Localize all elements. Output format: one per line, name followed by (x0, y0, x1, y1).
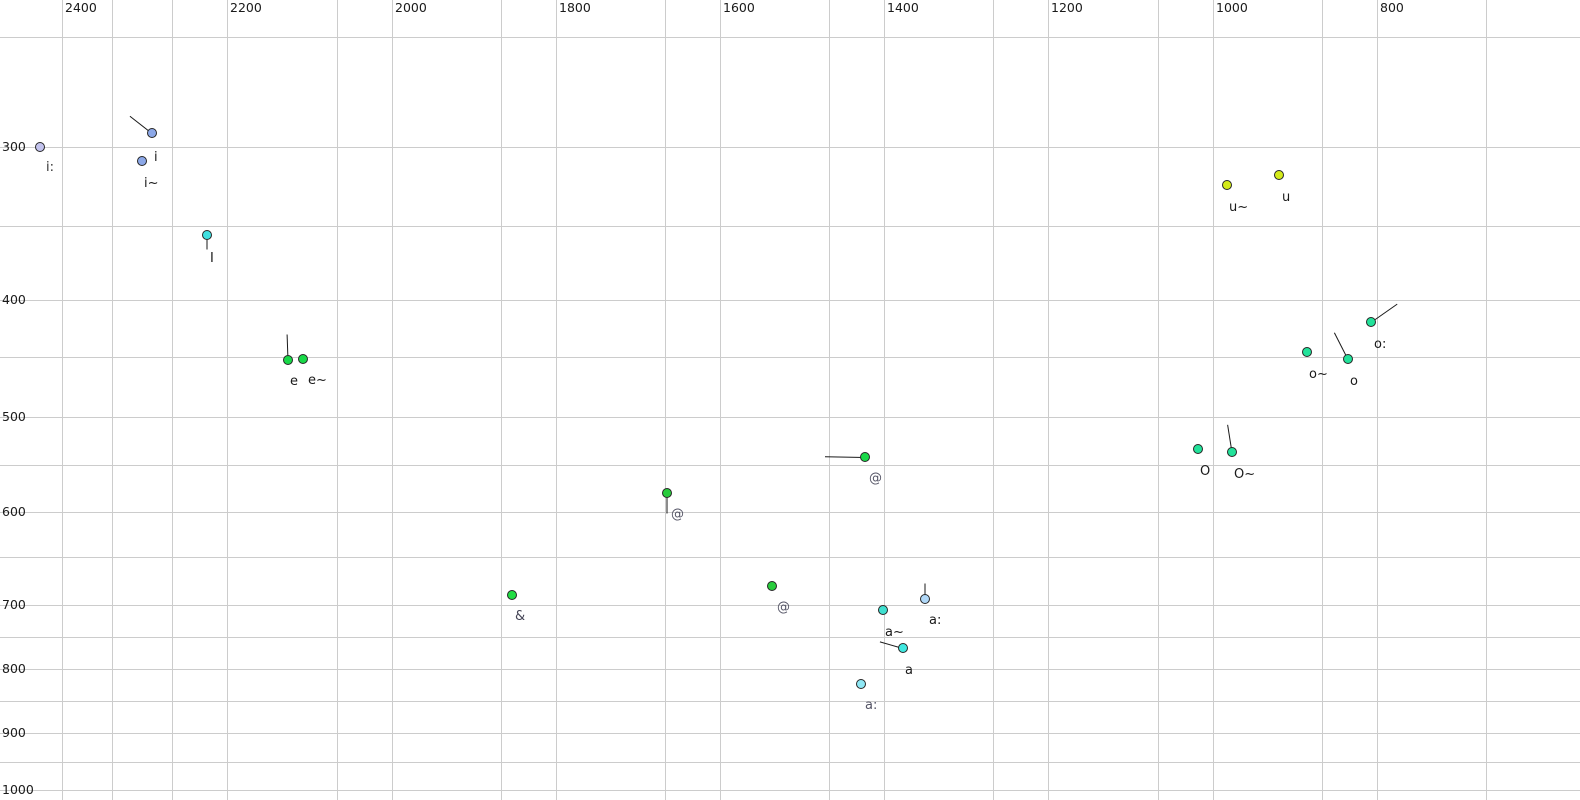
vowel-marker-a[interactable] (898, 643, 908, 653)
y-axis-tick-label: 700 (2, 597, 26, 612)
vowel-label: o~ (1309, 367, 1328, 382)
gridline-horizontal-major (0, 733, 1580, 734)
gridline-vertical-major (1048, 0, 1049, 800)
gridline-horizontal-minor (0, 637, 1580, 638)
gridline-vertical-major (1377, 0, 1378, 800)
vowel-label: O~ (1234, 467, 1256, 482)
gridline-horizontal-major (0, 669, 1580, 670)
vowel-label: i (154, 150, 158, 165)
vowel-marker-[interactable] (507, 590, 517, 600)
gridline-vertical-major (556, 0, 557, 800)
y-axis-tick-label: 900 (2, 725, 26, 740)
vowel-marker-[interactable] (662, 488, 672, 498)
vowel-marker-i[interactable] (137, 156, 147, 166)
vowel-label: o (1350, 374, 1358, 389)
gridline-horizontal-major (0, 300, 1580, 301)
gridline-vertical-major (1213, 0, 1214, 800)
x-axis-tick-label: 800 (1380, 0, 1404, 15)
y-axis-tick-label: 500 (2, 409, 26, 424)
vowel-label: I (210, 251, 214, 266)
gridline-horizontal-minor (0, 557, 1580, 558)
x-axis-tick-label: 1600 (723, 0, 755, 15)
vowel-label: e (290, 374, 298, 389)
vowel-label: @ (777, 600, 790, 615)
vowel-label: u~ (1229, 200, 1249, 215)
gridline-vertical-major (720, 0, 721, 800)
vowel-marker-o[interactable] (1343, 354, 1353, 364)
gridline-horizontal-minor (0, 37, 1580, 38)
gridline-horizontal-minor (0, 226, 1580, 227)
vowel-label: u (1282, 190, 1291, 205)
y-axis-tick-label: 800 (2, 661, 26, 676)
vowel-trajectory-line (824, 456, 866, 458)
gridline-horizontal-minor (0, 357, 1580, 358)
vowel-label: a~ (885, 625, 904, 640)
vowel-label: e~ (308, 373, 327, 388)
vowel-label: @ (671, 507, 684, 522)
vowel-marker-i[interactable] (35, 142, 45, 152)
gridline-vertical-minor (1486, 0, 1487, 800)
gridline-horizontal-major (0, 512, 1580, 513)
y-axis-tick-label: 600 (2, 504, 26, 519)
vowel-label: i: (46, 160, 54, 175)
vowel-marker-o[interactable] (1302, 347, 1312, 357)
gridline-vertical-major (392, 0, 393, 800)
vowel-marker-a[interactable] (920, 594, 930, 604)
x-axis-tick-label: 1000 (1216, 0, 1248, 15)
gridline-vertical-major (62, 0, 63, 800)
vowel-label: i~ (144, 176, 159, 191)
vowel-label: a: (929, 613, 942, 628)
vowel-label: & (515, 609, 526, 624)
gridline-vertical-minor (112, 0, 113, 800)
vowel-marker-u[interactable] (1222, 180, 1232, 190)
vowel-marker-[interactable] (767, 581, 777, 591)
gridline-vertical-major (884, 0, 885, 800)
x-axis-tick-label: 2400 (65, 0, 97, 15)
gridline-vertical-minor (993, 0, 994, 800)
gridline-horizontal-major (0, 605, 1580, 606)
gridline-vertical-minor (337, 0, 338, 800)
vowel-marker-O[interactable] (1193, 444, 1203, 454)
gridline-vertical-minor (1322, 0, 1323, 800)
vowel-marker-O[interactable] (1227, 447, 1237, 457)
vowel-marker-a[interactable] (878, 605, 888, 615)
gridline-vertical-major (227, 0, 228, 800)
gridline-vertical-minor (665, 0, 666, 800)
gridline-horizontal-minor (0, 701, 1580, 702)
vowel-marker-I[interactable] (202, 230, 212, 240)
gridline-horizontal-major (0, 417, 1580, 418)
vowel-marker-a[interactable] (856, 679, 866, 689)
vowel-marker-u[interactable] (1274, 170, 1284, 180)
gridline-vertical-minor (501, 0, 502, 800)
y-axis-tick-label: 400 (2, 292, 26, 307)
x-axis-tick-label: 2200 (230, 0, 262, 15)
y-axis-tick-label: 1000 (2, 782, 34, 797)
vowel-marker-i[interactable] (147, 128, 157, 138)
gridline-vertical-minor (1158, 0, 1159, 800)
gridline-vertical-minor (172, 0, 173, 800)
vowel-label: o: (1374, 337, 1387, 352)
y-axis-tick-label: 300 (2, 139, 26, 154)
x-axis-tick-label: 1400 (887, 0, 919, 15)
vowel-label: @ (869, 471, 882, 486)
gridline-horizontal-major (0, 147, 1580, 148)
vowel-label: a: (865, 698, 878, 713)
gridline-vertical-minor (829, 0, 830, 800)
x-axis-tick-label: 1800 (559, 0, 591, 15)
gridline-horizontal-minor (0, 762, 1580, 763)
gridline-horizontal-major (0, 790, 1580, 791)
vowel-marker-[interactable] (860, 452, 870, 462)
vowel-label: O (1200, 464, 1211, 479)
gridline-horizontal-minor (0, 465, 1580, 466)
vowel-label: a (905, 663, 913, 678)
vowel-marker-e[interactable] (298, 354, 308, 364)
vowel-marker-e[interactable] (283, 355, 293, 365)
x-axis-tick-label: 1200 (1051, 0, 1083, 15)
vowel-marker-o[interactable] (1366, 317, 1376, 327)
x-axis-tick-label: 2000 (395, 0, 427, 15)
